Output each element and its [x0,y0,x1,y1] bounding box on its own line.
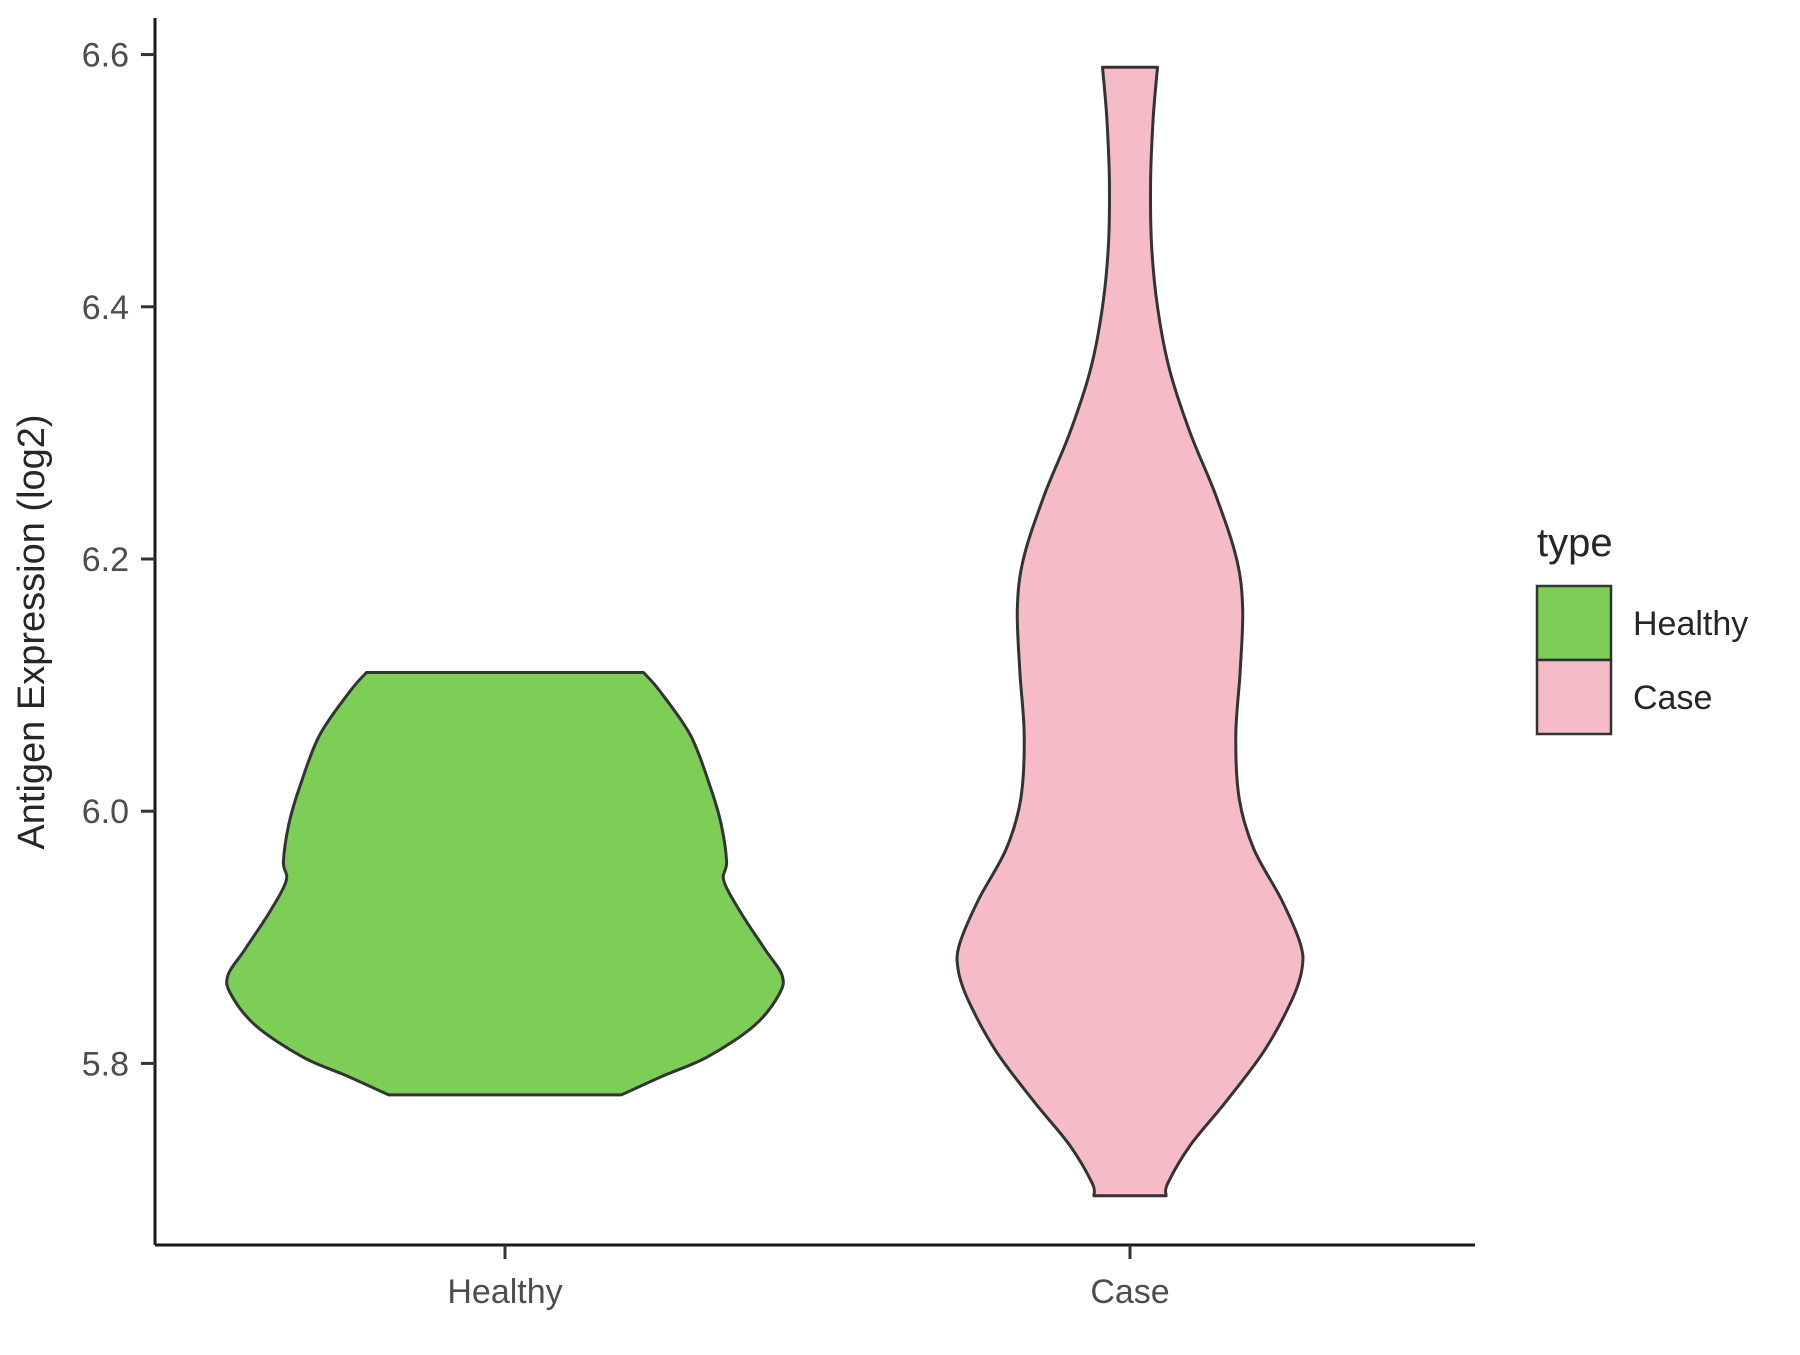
y-tick-label: 5.8 [82,1045,129,1083]
legend-title: type [1537,521,1613,565]
legend: type Healthy Case [1535,521,1748,736]
violin-healthy [225,671,785,1097]
legend-key-case [1535,658,1613,736]
legend-keys: Healthy Case [1535,584,1748,736]
violins [225,65,1305,1198]
y-axis-title: Antigen Expression (log2) [11,414,53,849]
legend-label-healthy: Healthy [1633,605,1748,643]
y-tick-label: 6.6 [82,37,129,75]
legend-key-healthy [1535,584,1613,662]
violin-case [955,65,1305,1198]
y-axis-ticks: 5.8 6.0 6.2 6.4 6.6 [82,37,155,1083]
x-axis-ticks: Healthy Case [447,1245,1170,1311]
x-tick-label-healthy: Healthy [447,1273,562,1311]
x-tick-label-case: Case [1090,1273,1169,1311]
y-tick-label: 6.2 [82,541,129,579]
y-tick-label: 6.4 [82,289,129,327]
legend-label-case: Case [1633,679,1712,717]
y-tick-label: 6.0 [82,793,129,831]
